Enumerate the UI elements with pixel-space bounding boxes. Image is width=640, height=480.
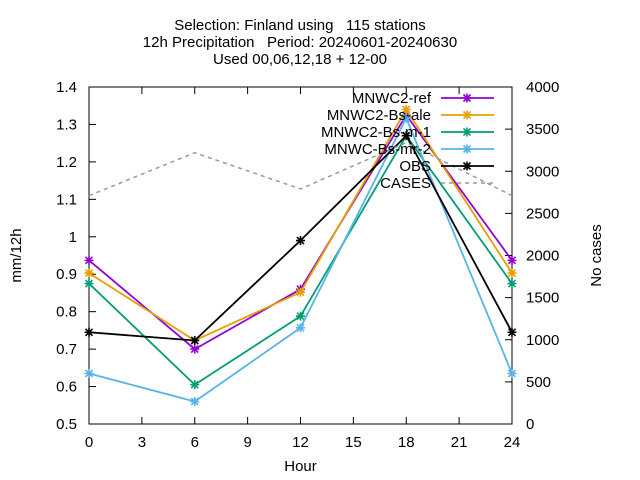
plot-frame: [88, 86, 513, 425]
data-point: [401, 131, 411, 141]
axis-ticks: 0 3 6 9 12 15 18 21 24 0.5 0.6 0.7 0.8 0.9 1 1.1 1.2 1.3 1…: [56, 79, 559, 451]
y-tick-label: 1.1: [56, 191, 77, 208]
legend-marker: [462, 110, 472, 120]
data-point: [84, 255, 94, 265]
data-point: [84, 268, 94, 278]
data-point: [507, 268, 517, 278]
x-axis-label: Hour: [284, 458, 317, 475]
y-tick-label: 1: [69, 229, 77, 246]
y-tick-label: 0.5: [56, 416, 77, 433]
x-tick-label: 9: [243, 434, 251, 451]
x-tick-label: 18: [398, 434, 415, 451]
data-point: [507, 327, 517, 337]
x-tick-label: 3: [138, 434, 146, 451]
y-tick-label: 0.6: [56, 379, 77, 396]
data-point: [507, 279, 517, 289]
y-tick-label: 0.8: [56, 304, 77, 321]
data-point: [84, 279, 94, 289]
x-tick-label: 24: [504, 434, 521, 451]
data-point: [84, 368, 94, 378]
y-tick-label: 1.3: [56, 116, 77, 133]
series-mnwc2-bs-ale: [84, 104, 517, 345]
y2-axis-label: No cases: [588, 224, 605, 287]
series-line: [88, 141, 513, 197]
series-line: [88, 115, 513, 403]
data-point: [296, 287, 305, 297]
series-line: [88, 107, 513, 342]
y2-tick-label: 0: [526, 416, 534, 433]
legend-label: OBS: [399, 158, 431, 175]
data-point: [190, 380, 200, 390]
data-point: [401, 104, 411, 114]
y2-tick-label: 3000: [526, 163, 559, 180]
chart-title-line: Used 00,06,12,18 + 12-00: [213, 51, 387, 68]
series-obs: [84, 131, 517, 345]
legend-label: MNWC2-ref: [352, 90, 432, 107]
data-point: [190, 344, 200, 354]
chart-title: Selection: Finland using 115 stations12h…: [143, 17, 457, 68]
y-tick-label: 0.9: [56, 266, 77, 283]
legend-label: CASES: [380, 175, 431, 192]
data-point: [507, 255, 517, 265]
y2-tick-label: 2500: [526, 205, 559, 222]
legend-marker: [462, 161, 472, 171]
legend-label: MNWC2-Bs-m-1: [321, 124, 431, 141]
legend-label: MNWC-Bs-mr-2: [324, 141, 431, 158]
y-tick-label: 0.7: [56, 341, 77, 358]
legend-label: MNWC2-Bs-ale: [327, 107, 431, 124]
y2-tick-label: 3500: [526, 121, 559, 138]
x-tick-label: 15: [345, 434, 362, 451]
y2-tick-label: 500: [526, 374, 551, 391]
data-point: [296, 311, 305, 321]
series-lines: [84, 104, 517, 407]
series-cases: [88, 141, 513, 197]
y-tick-label: 1.2: [56, 154, 77, 171]
data-point: [401, 113, 411, 123]
x-tick-label: 0: [85, 434, 93, 451]
data-point: [507, 368, 517, 378]
x-tick-label: 12: [292, 434, 309, 451]
legend-marker: [462, 127, 472, 137]
legend: MNWC2-refMNWC2-Bs-aleMNWC2-Bs-m-1MNWC-Bs…: [321, 90, 494, 192]
y2-tick-label: 1500: [526, 290, 559, 307]
series-mnwc-bs-mr-2: [84, 113, 517, 407]
x-tick-label: 6: [191, 434, 199, 451]
legend-marker: [462, 93, 472, 103]
legend-marker: [462, 144, 472, 154]
y-tick-label: 1.4: [56, 79, 77, 96]
y-axis-label: mm/12h: [8, 228, 25, 282]
data-point: [296, 323, 305, 333]
y2-tick-label: 1000: [526, 332, 559, 349]
chart-title-line: 12h Precipitation Period: 20240601-20240…: [143, 34, 457, 51]
y2-tick-label: 2000: [526, 248, 559, 265]
data-point: [190, 335, 200, 345]
chart-title-line: Selection: Finland using 115 stations: [174, 17, 426, 34]
data-point: [84, 327, 94, 337]
data-point: [190, 397, 200, 407]
y2-tick-label: 4000: [526, 79, 559, 96]
x-tick-label: 21: [451, 434, 468, 451]
data-point: [296, 236, 305, 246]
series-mnwc2-bs-m-1: [84, 131, 517, 390]
